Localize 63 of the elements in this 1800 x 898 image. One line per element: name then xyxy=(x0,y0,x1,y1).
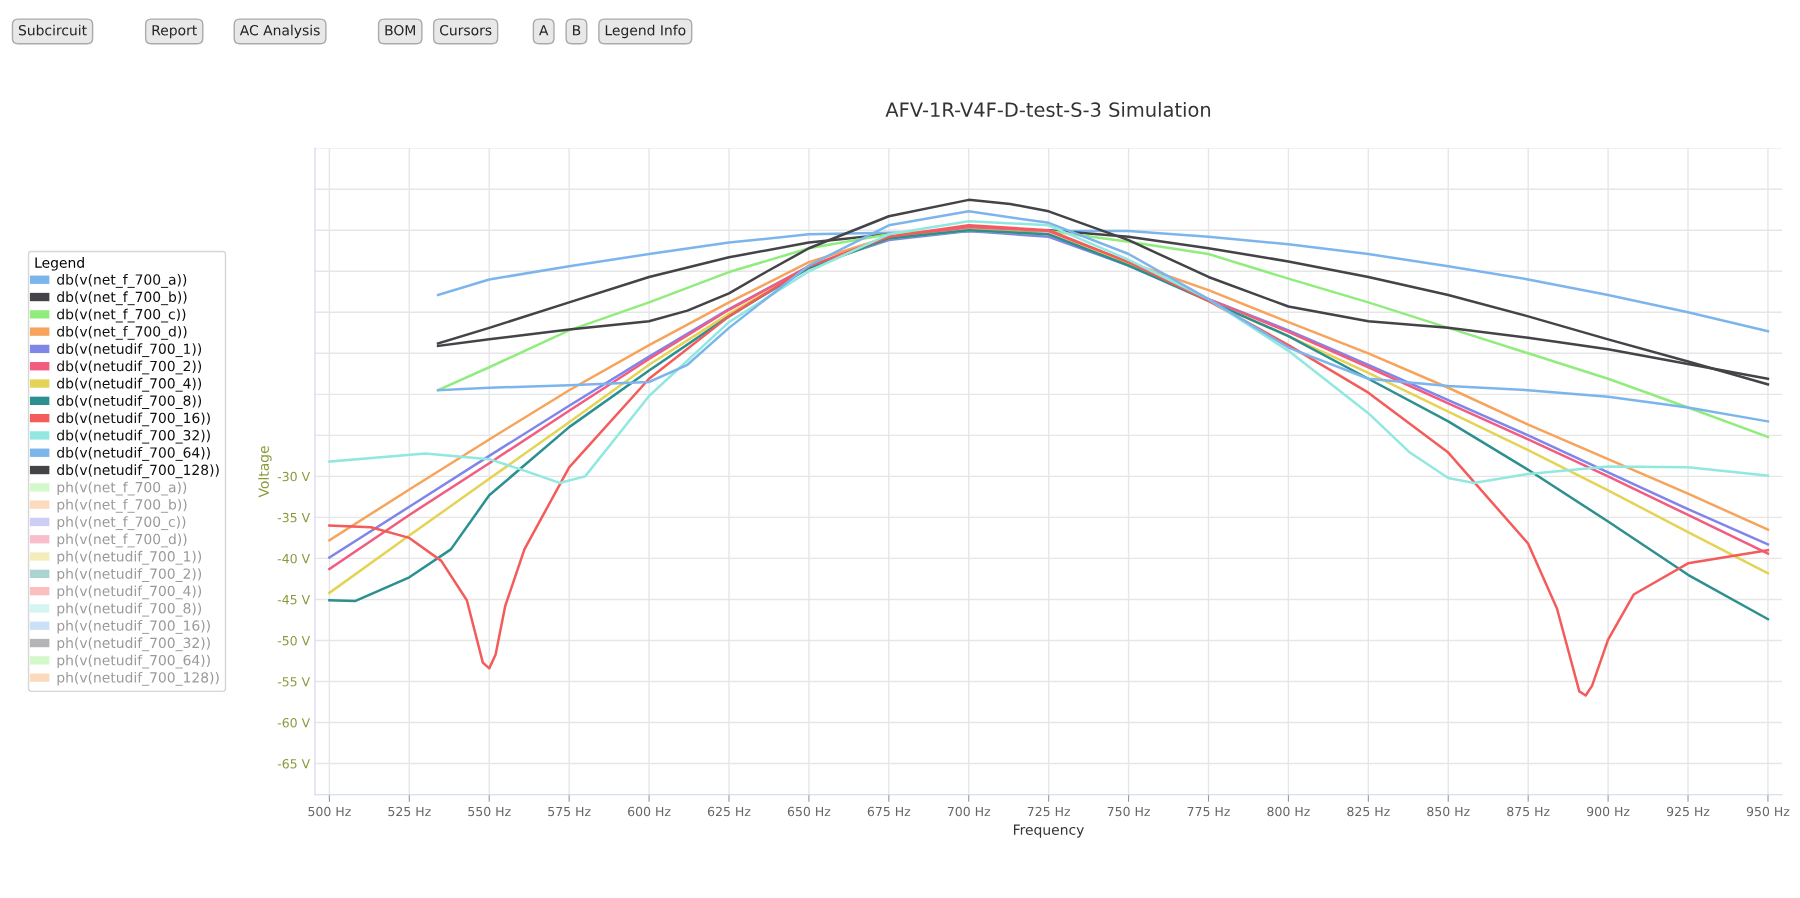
legend-label: ph(v(netudif_700_16)) xyxy=(57,620,210,634)
x-tick-label: 525 Hz xyxy=(388,806,431,817)
text: Legend Info xyxy=(605,24,686,39)
legend-label: db(v(netudif_700_1)) xyxy=(57,343,202,358)
x-tick-label: 500 Hz xyxy=(308,806,351,817)
text: Subcircuit xyxy=(18,24,87,36)
legend-label: ph(v(netudif_700_1)) xyxy=(57,550,202,565)
y-tick-label: -50 V xyxy=(277,635,311,646)
y-tick-label: -40 V xyxy=(277,553,311,564)
x-tick-label: 900 Hz xyxy=(1586,806,1630,817)
text: B xyxy=(573,25,581,36)
x-tick-label: 950 Hz xyxy=(1746,806,1790,817)
x-tick-label: 700 Hz xyxy=(947,806,991,817)
x-tick-label: 625 Hz xyxy=(707,806,751,817)
x-tick-label: 875 Hz xyxy=(1507,806,1550,817)
legend-label: ph(v(net_f_700_d)) xyxy=(57,533,187,548)
y-tick-label: -65 V xyxy=(277,759,311,769)
legend-label: db(v(netudif_700_8)) xyxy=(57,395,202,409)
text: A xyxy=(539,25,549,36)
legend-label: db(v(netudif_700_64)) xyxy=(57,447,210,461)
y-tick-label: -60 V xyxy=(277,718,311,728)
text: AC Analysis xyxy=(239,24,320,39)
legend-label: db(v(netudif_700_16)) xyxy=(57,412,210,427)
y-tick-label: -35 V xyxy=(277,512,311,523)
x-tick-label: 800 Hz xyxy=(1267,806,1310,817)
x-tick-label: 750 Hz xyxy=(1107,806,1150,817)
legend-label: ph(v(netudif_700_4)) xyxy=(57,585,202,600)
x-tick-label: 650 Hz xyxy=(787,806,831,817)
text: BOM xyxy=(385,24,415,36)
legend-label: ph(v(netudif_700_128)) xyxy=(57,671,219,686)
x-tick-label: 825 Hz xyxy=(1347,806,1390,817)
x-tick-label: 850 Hz xyxy=(1427,806,1470,817)
legend-label: ph(v(netudif_700_8)) xyxy=(57,602,202,617)
legend-label: db(v(net_f_700_c)) xyxy=(57,308,186,323)
legend-label: ph(v(netudif_700_2)) xyxy=(57,568,202,582)
x-tick-label: 675 Hz xyxy=(867,806,911,817)
y-tick-label: -55 V xyxy=(277,677,311,687)
text: Cursors xyxy=(439,24,492,36)
y-tick-label: -30 V xyxy=(277,471,311,482)
legend-label: ph(v(net_f_700_a)) xyxy=(57,481,187,496)
x-axis-title: Frequency xyxy=(1013,824,1084,838)
y-axis-title: Voltage xyxy=(258,446,272,498)
x-tick-label: 925 Hz xyxy=(1666,806,1710,817)
x-tick-label: 725 Hz xyxy=(1027,806,1071,817)
y-tick-label: -45 V xyxy=(277,595,311,605)
legend-label: ph(v(net_f_700_c)) xyxy=(57,516,186,531)
legend-label: db(v(netudif_700_4)) xyxy=(57,377,202,392)
x-tick-label: 775 Hz xyxy=(1187,806,1230,817)
x-tick-label: 600 Hz xyxy=(628,806,671,817)
legend-label: db(v(net_f_700_d)) xyxy=(57,325,187,340)
chart-title: AFV-1R-V4F-D-test-S-3 Simulation xyxy=(885,101,1211,118)
x-tick-label: 550 Hz xyxy=(468,806,511,817)
legend-label: ph(v(net_f_700_b)) xyxy=(57,498,187,513)
legend-title: Legend xyxy=(35,257,84,271)
legend-label: db(v(netudif_700_32)) xyxy=(57,429,210,444)
text: Report xyxy=(152,25,197,39)
legend-label: db(v(net_f_700_a)) xyxy=(57,274,187,288)
legend-label: db(v(netudif_700_2)) xyxy=(57,360,202,375)
legend-label: db(v(net_f_700_b)) xyxy=(57,291,187,306)
x-tick-label: 575 Hz xyxy=(548,806,591,817)
legend-label: ph(v(netudif_700_64)) xyxy=(57,654,210,669)
legend-label: ph(v(netudif_700_32)) xyxy=(57,637,210,652)
legend-label: db(v(netudif_700_128)) xyxy=(57,464,219,479)
